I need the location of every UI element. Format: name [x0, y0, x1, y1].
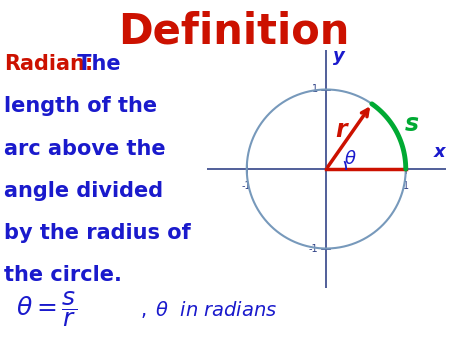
Text: 1: 1	[312, 84, 318, 95]
Text: x: x	[433, 143, 445, 161]
Text: the circle.: the circle.	[4, 265, 122, 285]
Text: Radian:: Radian:	[4, 54, 94, 74]
Text: r: r	[335, 118, 347, 142]
Text: by the radius of: by the radius of	[4, 223, 191, 243]
Text: $\theta = \dfrac{s}{r}$: $\theta = \dfrac{s}{r}$	[16, 289, 77, 329]
Text: arc above the: arc above the	[4, 139, 166, 159]
Text: Definition: Definition	[118, 10, 350, 52]
Text: 1: 1	[403, 181, 409, 191]
Text: $,\;\theta$  in radians: $,\;\theta$ in radians	[140, 299, 277, 320]
Text: The: The	[70, 54, 121, 74]
Text: angle divided: angle divided	[4, 181, 164, 201]
Text: $\theta$: $\theta$	[344, 150, 356, 168]
Text: -1: -1	[309, 243, 318, 254]
Text: length of the: length of the	[4, 96, 158, 116]
Text: y: y	[333, 47, 344, 65]
Text: s: s	[405, 112, 419, 136]
Text: -1: -1	[242, 181, 252, 191]
